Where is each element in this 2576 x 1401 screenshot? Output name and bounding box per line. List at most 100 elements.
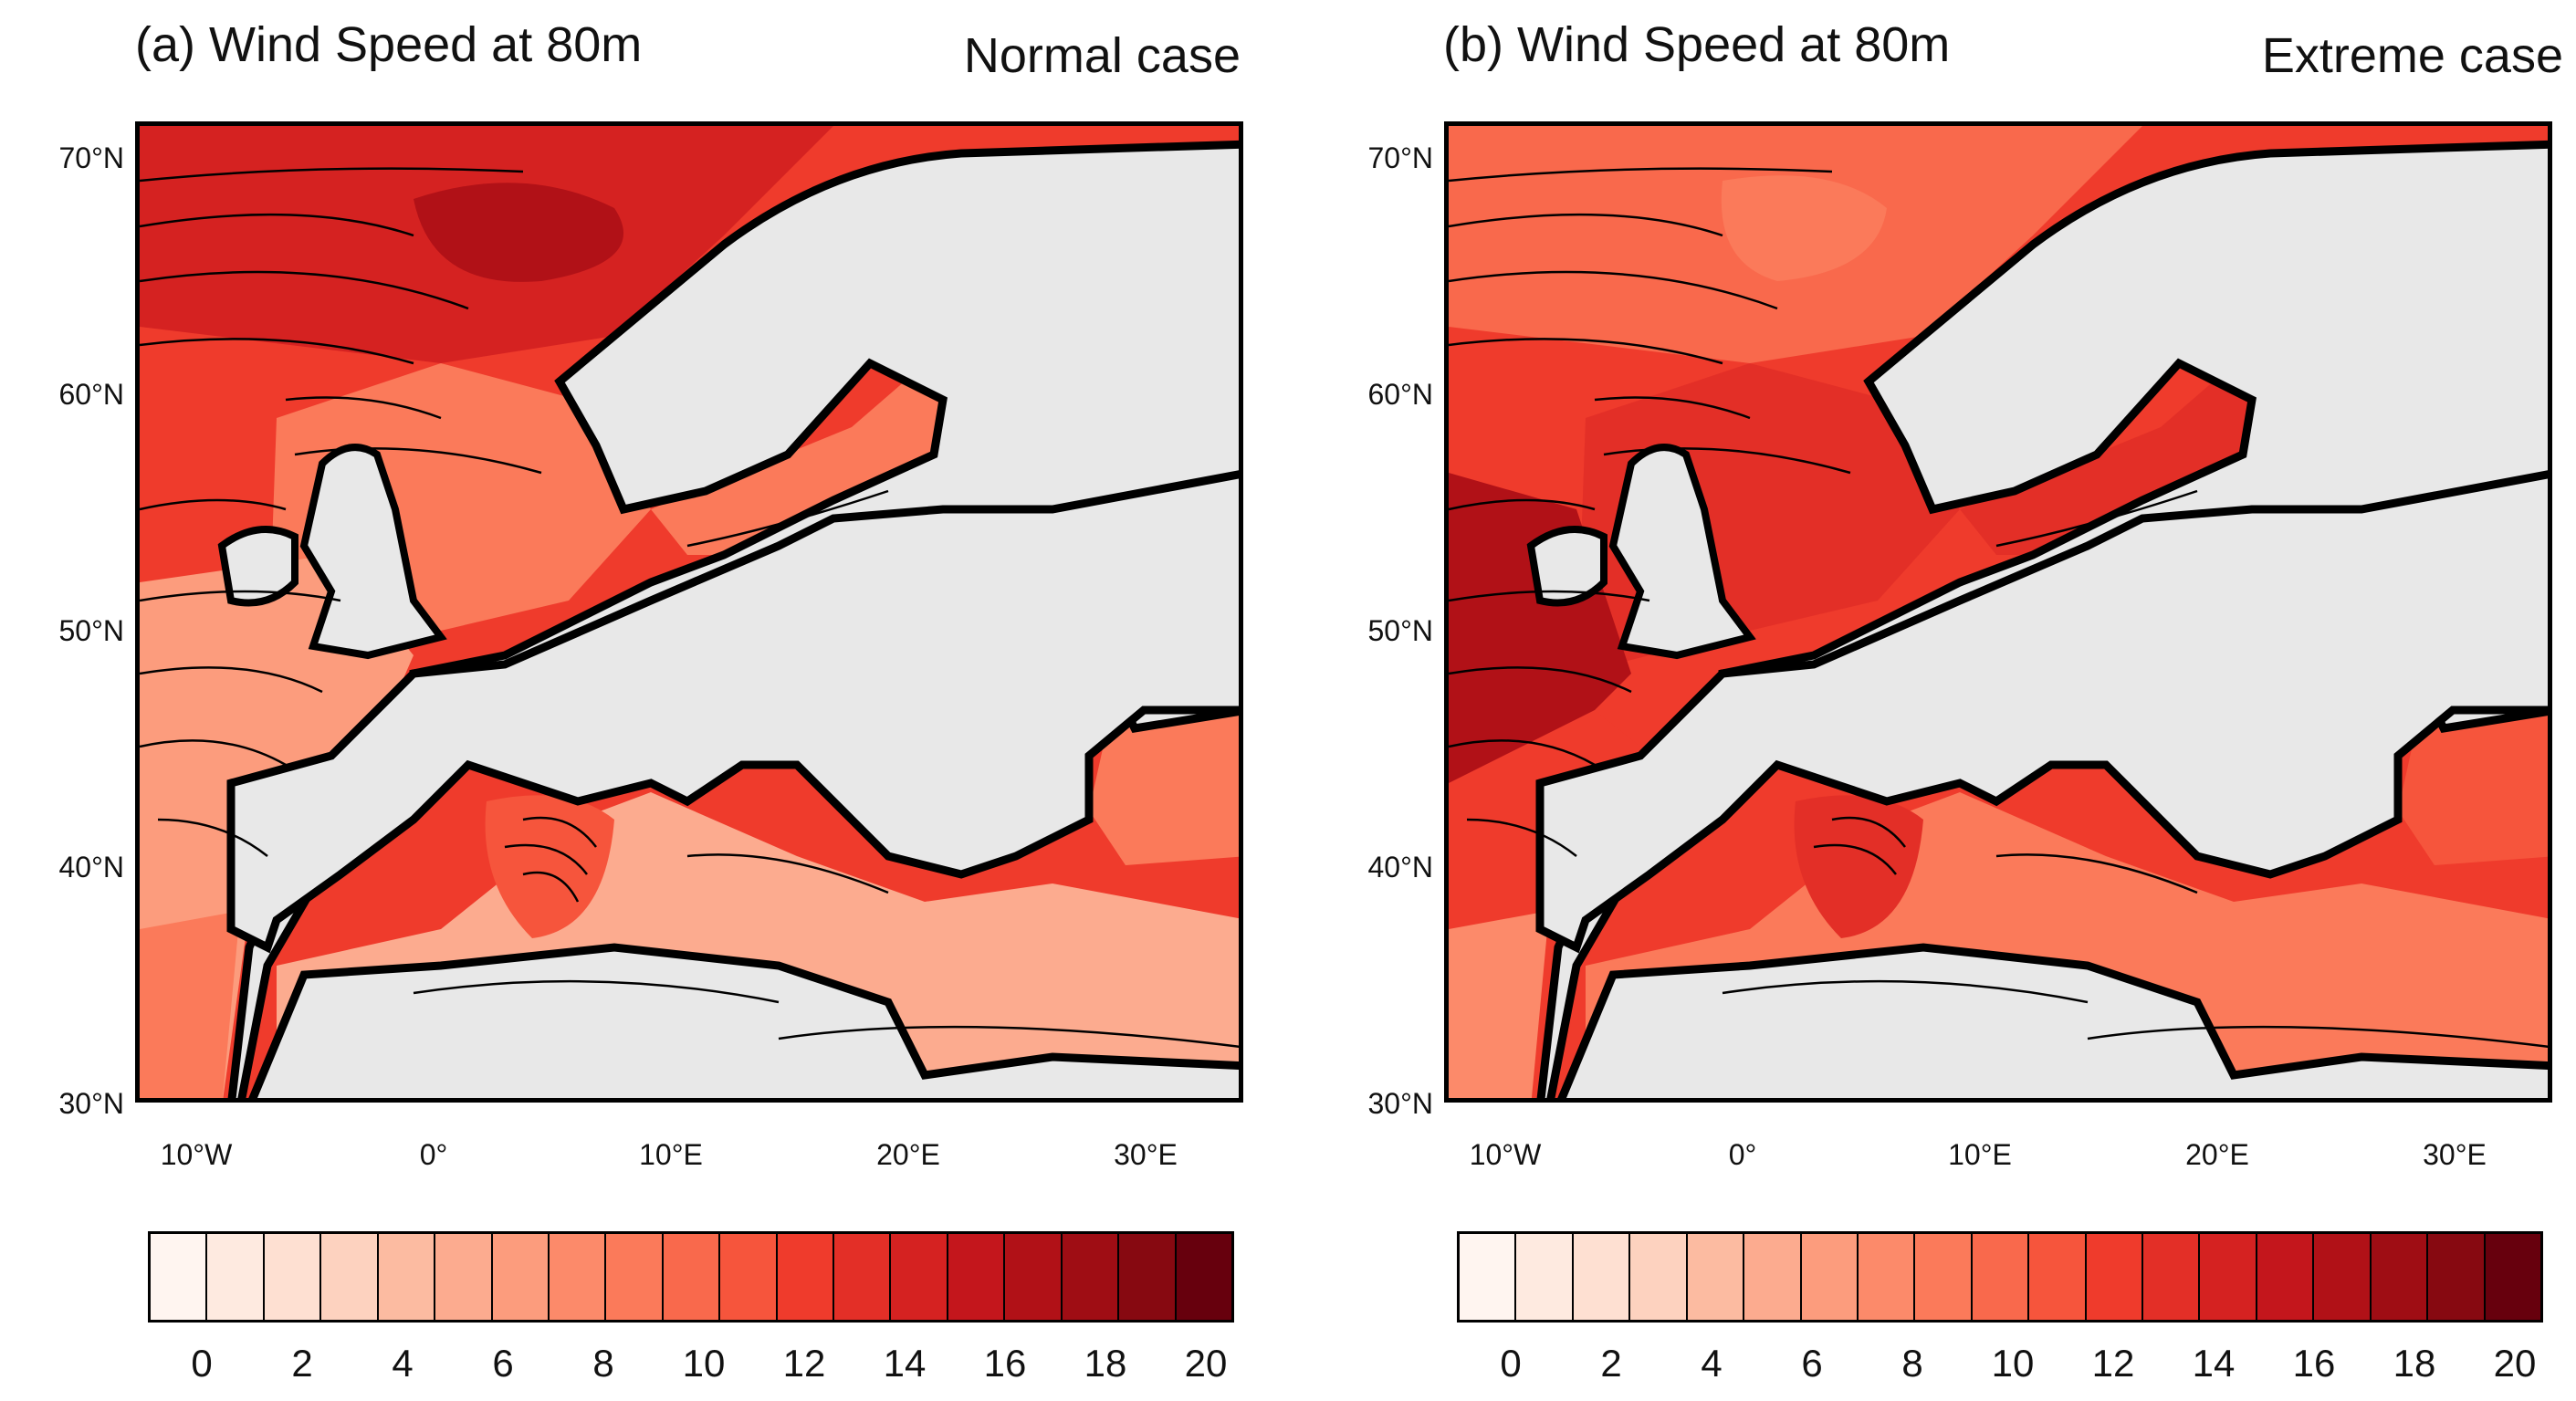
panel-title: (b) Wind Speed at 80m bbox=[1443, 17, 1951, 72]
colorbar-swatch bbox=[1972, 1234, 2030, 1320]
colorbar-label: 14 bbox=[2192, 1342, 2236, 1385]
lon-tick-label: 10°W bbox=[1469, 1138, 1542, 1171]
colorbar-swatch bbox=[1573, 1234, 1631, 1320]
colorbar-swatch bbox=[663, 1234, 721, 1320]
lon-tick-label: 0° bbox=[1728, 1138, 1757, 1171]
colorbar-label: 12 bbox=[782, 1342, 826, 1385]
colorbar-swatch bbox=[777, 1234, 835, 1320]
colorbar-swatch bbox=[1687, 1234, 1745, 1320]
land-continent bbox=[1535, 470, 2548, 954]
colorbar-label: 0 bbox=[1500, 1342, 1522, 1385]
colorbar bbox=[148, 1231, 1234, 1323]
sea-coast-strip bbox=[140, 911, 240, 1098]
colorbar-swatch bbox=[1005, 1234, 1063, 1320]
colorbar-swatch bbox=[2086, 1234, 2144, 1320]
colorbar-label: 18 bbox=[2393, 1342, 2436, 1385]
lat-tick-label: 50°N bbox=[1367, 614, 1434, 647]
colorbar-swatch bbox=[891, 1234, 948, 1320]
colorbar-label: 8 bbox=[1901, 1342, 1923, 1385]
wind-speed-map bbox=[1444, 121, 2552, 1103]
colorbar-swatch bbox=[2029, 1234, 2087, 1320]
colorbar-label: 6 bbox=[492, 1342, 514, 1385]
panel-title: (a) Wind Speed at 80m bbox=[135, 17, 643, 72]
lat-tick-label: 30°N bbox=[1367, 1087, 1434, 1120]
land-britain bbox=[299, 444, 447, 660]
colorbar-swatch bbox=[606, 1234, 664, 1320]
colorbar-swatch bbox=[948, 1234, 1006, 1320]
colorbar-swatch bbox=[2428, 1234, 2486, 1320]
sea-core-max bbox=[414, 183, 623, 282]
colorbar-label: 2 bbox=[291, 1342, 313, 1385]
colorbar-label: 6 bbox=[1801, 1342, 1823, 1385]
lat-tick-label: 60°N bbox=[58, 378, 125, 411]
sea-core-weak bbox=[1721, 175, 1887, 281]
colorbar-label: 20 bbox=[2493, 1342, 2537, 1385]
colorbar-swatch bbox=[2485, 1234, 2541, 1320]
colorbar-label: 4 bbox=[1701, 1342, 1723, 1385]
colorbar-swatch bbox=[1915, 1234, 1973, 1320]
lon-tick-label: 10°E bbox=[639, 1138, 703, 1171]
lon-tick-label: 30°E bbox=[2423, 1138, 2487, 1171]
lon-tick-label: 0° bbox=[419, 1138, 448, 1171]
lon-tick-label: 30°E bbox=[1114, 1138, 1178, 1171]
lat-tick-label: 50°N bbox=[58, 614, 125, 647]
colorbar-swatch bbox=[1744, 1234, 1802, 1320]
lat-tick-label: 70°N bbox=[1367, 141, 1434, 174]
colorbar-swatch bbox=[1460, 1234, 1517, 1320]
lat-tick-label: 40°N bbox=[1367, 851, 1434, 883]
lon-tick-label: 20°E bbox=[876, 1138, 940, 1171]
sea-black bbox=[1089, 711, 1239, 865]
case-label: Normal case bbox=[963, 28, 1241, 83]
colorbar-swatch bbox=[549, 1234, 607, 1320]
colorbar-swatch bbox=[151, 1234, 208, 1320]
colorbar-swatch bbox=[2371, 1234, 2429, 1320]
colorbar-swatch bbox=[1630, 1234, 1688, 1320]
colorbar-swatch bbox=[1858, 1234, 1916, 1320]
land-continent bbox=[226, 470, 1239, 954]
colorbar-swatch bbox=[2200, 1234, 2257, 1320]
lat-tick-label: 60°N bbox=[1367, 378, 1434, 411]
colorbar-label: 2 bbox=[1600, 1342, 1622, 1385]
colorbar-swatch bbox=[264, 1234, 322, 1320]
contour-lines bbox=[140, 167, 1239, 1049]
colorbar-label: 16 bbox=[2292, 1342, 2336, 1385]
case-label: Extreme case bbox=[2261, 28, 2563, 83]
lon-tick-label: 10°E bbox=[1948, 1138, 2012, 1171]
colorbar-label: 20 bbox=[1184, 1342, 1228, 1385]
wind-speed-map bbox=[135, 121, 1243, 1103]
lon-tick-label: 10°W bbox=[160, 1138, 233, 1171]
panel-extreme: (b) Wind Speed at 80m Extreme case bbox=[1288, 0, 2576, 1401]
colorbar-swatch bbox=[492, 1234, 550, 1320]
land-ireland bbox=[1526, 526, 1607, 607]
colorbar-label: 12 bbox=[2091, 1342, 2135, 1385]
land-britain bbox=[1608, 444, 1756, 660]
colorbar-label: 18 bbox=[1084, 1342, 1127, 1385]
map-svg bbox=[1449, 126, 2548, 1098]
contour-lines bbox=[1449, 167, 2548, 1049]
colorbar-label: 10 bbox=[1991, 1342, 2035, 1385]
colorbar-label: 14 bbox=[883, 1342, 927, 1385]
lat-tick-label: 40°N bbox=[58, 851, 125, 883]
lon-tick-label: 20°E bbox=[2185, 1138, 2249, 1171]
colorbar-swatch bbox=[1801, 1234, 1859, 1320]
colorbar-swatch bbox=[2257, 1234, 2315, 1320]
land-ireland bbox=[217, 526, 298, 607]
panel-normal: (a) Wind Speed at 80m Normal case bbox=[58, 17, 1243, 1385]
sea-coast-strip bbox=[1449, 911, 1549, 1098]
land-north-africa bbox=[1557, 943, 2548, 1098]
colorbar-swatch bbox=[1176, 1234, 1232, 1320]
colorbar-swatch bbox=[834, 1234, 892, 1320]
colorbar-label: 8 bbox=[592, 1342, 614, 1385]
colorbar-swatch bbox=[1062, 1234, 1120, 1320]
lat-tick-label: 30°N bbox=[58, 1087, 125, 1120]
colorbar-swatch bbox=[378, 1234, 436, 1320]
colorbar-swatch bbox=[2314, 1234, 2372, 1320]
colorbar-swatch bbox=[435, 1234, 493, 1320]
colorbar-swatch bbox=[1516, 1234, 1574, 1320]
colorbar-swatch bbox=[207, 1234, 265, 1320]
colorbar-label: 0 bbox=[191, 1342, 213, 1385]
lat-tick-label: 70°N bbox=[58, 141, 125, 174]
colorbar-swatch bbox=[720, 1234, 778, 1320]
land-north-africa bbox=[248, 943, 1239, 1098]
sea-black bbox=[2398, 711, 2548, 865]
